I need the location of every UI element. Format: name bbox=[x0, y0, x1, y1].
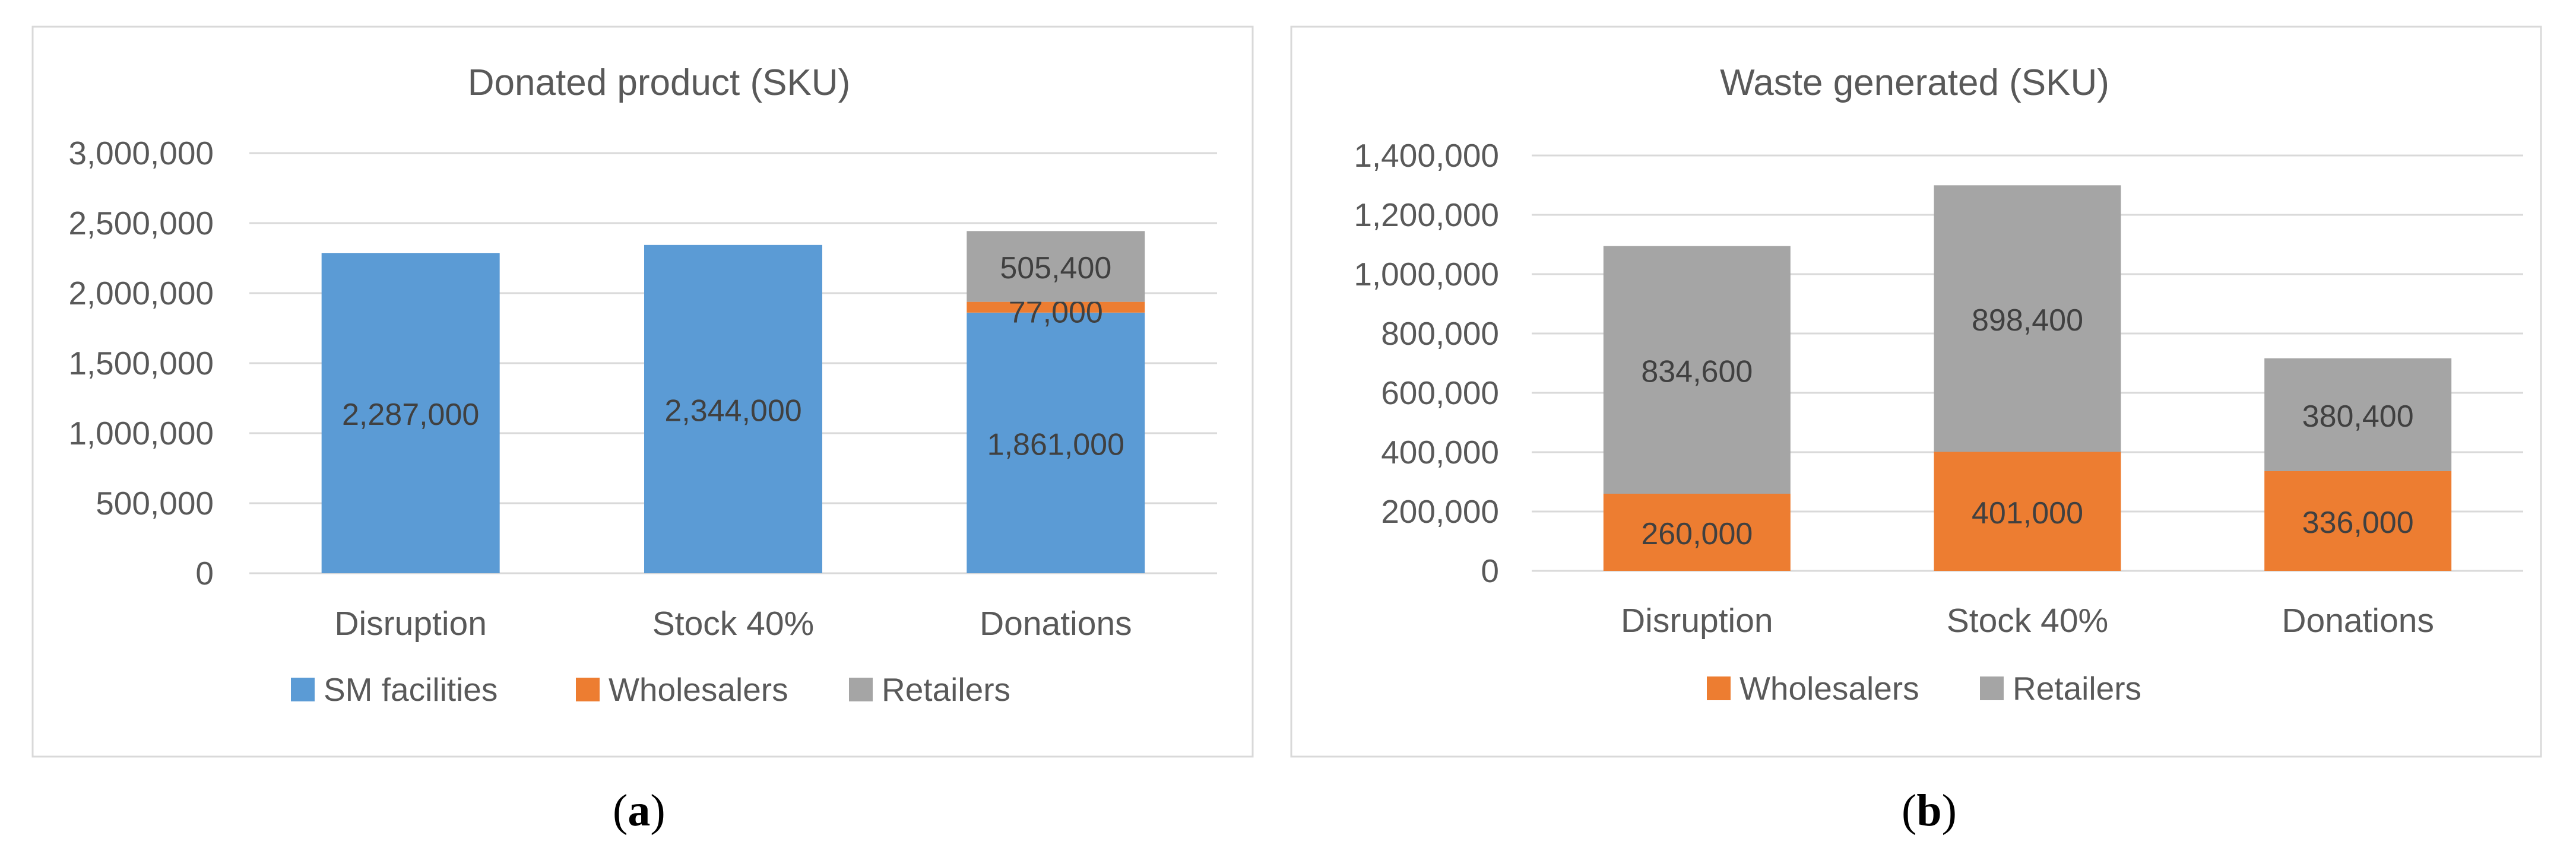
chart-title: Waste generated (SKU) bbox=[1720, 62, 2109, 103]
chart-donated-product: Donated product (SKU) 0 500,000 1,000,000 1,… bbox=[31, 26, 1254, 758]
legend-swatch-retailers bbox=[849, 678, 873, 701]
data-label-retailers-disruption: 834,600 bbox=[1641, 354, 1753, 389]
legend-swatch-wholesalers bbox=[1707, 676, 1731, 700]
y-tick-label: 2,500,000 bbox=[68, 205, 214, 242]
y-tick-label: 1,000,000 bbox=[68, 415, 214, 452]
y-tick-label: 500,000 bbox=[96, 485, 214, 522]
data-label-retailers-stock-40: 898,400 bbox=[1972, 303, 2083, 338]
data-label-wholesalers-stock-40: 401,000 bbox=[1972, 496, 2083, 531]
bar-wholesalers-donations bbox=[2264, 471, 2452, 571]
legend-label-wholesalers: Wholesalers bbox=[1739, 670, 1919, 707]
caption-b: (b) bbox=[1902, 786, 1957, 836]
x-tick-label: Stock 40% bbox=[1947, 602, 2108, 640]
y-tick-label: 3,000,000 bbox=[68, 135, 214, 171]
legend-label-wholesalers: Wholesalers bbox=[609, 671, 788, 708]
legend-label-retailers: Retailers bbox=[2013, 670, 2141, 707]
legend-swatch-retailers bbox=[1980, 676, 2004, 700]
bar-retailers-donations bbox=[967, 231, 1145, 302]
y-tick-label: 2,000,000 bbox=[68, 275, 214, 312]
bar-retailers-disruption bbox=[1603, 246, 1791, 494]
x-tick-label: Donations bbox=[980, 605, 1132, 643]
y-tick-label: 1,000,000 bbox=[1354, 256, 1499, 293]
legend-label-retailers: Retailers bbox=[882, 671, 1010, 708]
y-tick-label: 400,000 bbox=[1381, 434, 1499, 471]
data-label-retailers-donations: 380,400 bbox=[2302, 399, 2414, 434]
data-label-retailers-donations: 505,400 bbox=[1000, 251, 1111, 285]
data-label-wholesalers-donations: 336,000 bbox=[2302, 506, 2414, 540]
chart-waste-generated: Waste generated (SKU) 0 200,000 400,000 600,… bbox=[1290, 26, 2542, 758]
y-tick-label: 0 bbox=[195, 555, 214, 592]
bar-retailers-stock-40 bbox=[1934, 185, 2121, 452]
chart-title: Donated product (SKU) bbox=[468, 62, 850, 103]
y-tick-label: 800,000 bbox=[1381, 315, 1499, 352]
y-tick-label: 1,200,000 bbox=[1354, 196, 1499, 233]
legend-swatch-sm-facilities bbox=[291, 678, 315, 701]
y-tick-label: 0 bbox=[1481, 552, 1499, 589]
x-tick-label: Disruption bbox=[334, 605, 487, 643]
data-label-wholesalers-disruption: 260,000 bbox=[1641, 517, 1753, 551]
bar-sm-facilities-donations bbox=[967, 312, 1145, 573]
bar-sm-facilities-stock-40 bbox=[644, 244, 822, 573]
x-tick-label: Disruption bbox=[1621, 602, 1773, 640]
legend-label-sm-facilities: SM facilities bbox=[324, 671, 498, 708]
y-tick-label: 200,000 bbox=[1381, 493, 1499, 530]
bar-wholesalers-disruption bbox=[1603, 494, 1791, 571]
y-tick-label: 1,400,000 bbox=[1354, 137, 1499, 174]
data-label-sm-facilities-donations: 1,861,000 bbox=[987, 427, 1124, 462]
bar-wholesalers-stock-40 bbox=[1934, 452, 2121, 571]
bar-retailers-donations bbox=[2264, 358, 2452, 471]
y-tick-label: 1,500,000 bbox=[68, 345, 214, 382]
legend-swatch-wholesalers bbox=[576, 678, 600, 701]
bar-wholesalers-donations bbox=[967, 301, 1145, 313]
bar-sm-facilities-disruption bbox=[321, 253, 500, 573]
caption-a: (a) bbox=[613, 786, 666, 836]
x-tick-label: Stock 40% bbox=[652, 605, 814, 643]
data-label-sm-facilities-disruption: 2,287,000 bbox=[342, 398, 479, 432]
x-tick-label: Donations bbox=[2282, 602, 2434, 640]
y-tick-label: 600,000 bbox=[1381, 374, 1499, 411]
data-label-sm-facilities-stock-40: 2,344,000 bbox=[664, 393, 801, 428]
